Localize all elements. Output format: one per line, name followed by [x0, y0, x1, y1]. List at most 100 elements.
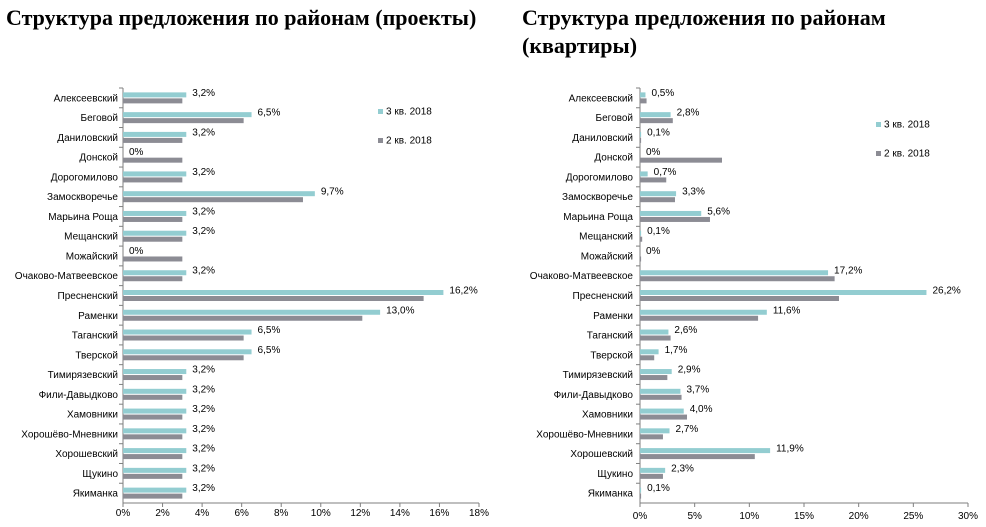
category-label: Даниловский [572, 133, 633, 144]
bar-q3 [123, 448, 187, 454]
bar-q2 [123, 473, 183, 479]
category-label: Мещанский [64, 232, 118, 243]
bar-q3 [640, 191, 677, 197]
x-tick-label: 0% [633, 511, 648, 522]
category-label: Пресненский [58, 291, 118, 302]
category-label: Хамовники [582, 410, 633, 421]
x-tick-label: 8% [274, 508, 289, 519]
category-label: Очаково-Матвеевское [15, 271, 119, 282]
data-label: 3,7% [686, 384, 709, 395]
bar-q2 [640, 434, 663, 440]
bar-q2 [640, 197, 675, 203]
category-label: Раменки [78, 311, 118, 322]
bar-q2 [123, 216, 183, 222]
category-label: Хорошевский [570, 449, 633, 460]
data-label: 6,5% [258, 108, 281, 119]
bar-q2 [640, 137, 642, 143]
bar-q2 [640, 473, 663, 479]
bar-q2 [640, 157, 722, 163]
legend-label-q2: 2 кв. 2018 [386, 136, 432, 147]
category-label: Тверской [75, 350, 118, 361]
bar-q3 [123, 428, 187, 434]
category-label: Хорошёво-Мневники [21, 429, 118, 440]
category-label: Дорогомилово [566, 172, 634, 183]
category-label: Фили-Давыдково [554, 390, 634, 401]
data-label: 0,7% [654, 167, 677, 178]
data-label: 2,9% [678, 365, 701, 376]
bar-q3 [123, 290, 444, 295]
bar-q2 [640, 315, 759, 321]
data-label: 0% [646, 246, 661, 257]
category-label: Хорошевский [55, 449, 118, 460]
category-label: Щукино [82, 469, 118, 480]
data-label: 0,5% [651, 88, 674, 99]
data-label: 17,2% [834, 266, 862, 277]
bar-q3 [123, 309, 381, 315]
bar-q3 [123, 270, 187, 276]
data-label: 6,5% [258, 345, 281, 356]
x-tick-label: 12% [350, 508, 370, 519]
bar-q2 [123, 414, 183, 420]
bar-q2 [123, 137, 183, 143]
bar-q3 [123, 191, 315, 197]
bar-q3 [640, 131, 642, 137]
x-tick-label: 18% [469, 508, 489, 519]
data-label: 11,9% [776, 444, 804, 455]
data-label: 3,2% [192, 206, 215, 217]
category-label: Пресненский [573, 291, 633, 302]
category-label: Донской [79, 153, 118, 164]
category-label: Мещанский [579, 232, 633, 243]
bar-q3 [123, 467, 187, 473]
data-label: 0,1% [647, 483, 670, 494]
data-label: 13,0% [386, 305, 414, 316]
category-label: Тверской [590, 350, 633, 361]
data-label: 3,2% [192, 167, 215, 178]
data-label: 9,7% [321, 187, 344, 198]
data-label: 0% [129, 246, 144, 257]
bar-q3 [640, 92, 646, 98]
data-label: 3,2% [192, 463, 215, 474]
category-label: Марьина Роща [563, 212, 633, 223]
category-label: Тимирязевский [563, 370, 633, 381]
data-label: 3,2% [192, 365, 215, 376]
bar-q2 [640, 296, 839, 301]
data-label: 3,2% [192, 226, 215, 237]
bar-q2 [640, 335, 671, 341]
category-label: Алексеевский [54, 93, 118, 104]
data-label: 5,6% [707, 206, 730, 217]
data-label: 3,2% [192, 266, 215, 277]
category-label: Даниловский [57, 133, 118, 144]
bar-q2 [123, 296, 424, 301]
bar-q2 [640, 493, 642, 499]
category-label: Таганский [72, 331, 118, 342]
category-label: Марьина Роща [48, 212, 118, 223]
data-label: 3,2% [192, 404, 215, 415]
bar-q3 [640, 210, 702, 216]
bar-q3 [123, 329, 252, 335]
data-label: 3,2% [192, 444, 215, 455]
bar-q3 [123, 92, 187, 98]
bar-q3 [640, 448, 771, 454]
legend-swatch-q3 [876, 122, 881, 127]
bar-q2 [123, 157, 183, 163]
bar-q3 [123, 230, 187, 236]
bar-q3 [640, 428, 670, 434]
bar-q3 [640, 171, 648, 177]
data-label: 2,3% [671, 463, 694, 474]
bar-q2 [640, 454, 755, 460]
x-tick-label: 5% [687, 511, 702, 522]
legend-label-q2: 2 кв. 2018 [884, 149, 930, 160]
bar-q2 [123, 276, 183, 282]
x-tick-label: 20% [849, 511, 869, 522]
category-label: Хорошёво-Мневники [536, 429, 633, 440]
data-label: 3,2% [192, 384, 215, 395]
bar-q3 [640, 290, 927, 295]
bar-q2 [123, 454, 183, 460]
bar-q3 [123, 388, 187, 394]
bar-q3 [640, 270, 829, 276]
category-label: Раменки [593, 311, 633, 322]
category-label: Якиманка [73, 489, 119, 500]
data-label: 0% [646, 147, 661, 158]
bar-q3 [123, 349, 252, 355]
bar-q2 [640, 394, 682, 400]
